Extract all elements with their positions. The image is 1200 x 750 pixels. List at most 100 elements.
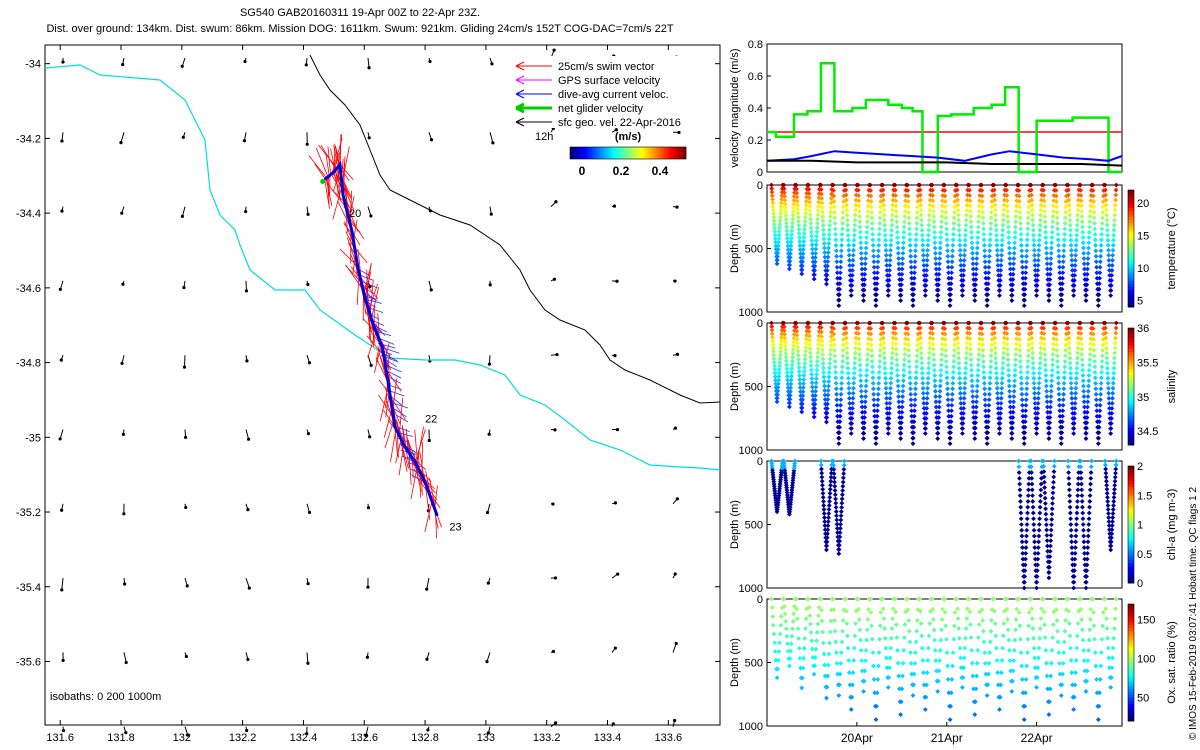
profile-point [871, 397, 877, 403]
profile-point [845, 355, 850, 361]
colorbar-tick-label: 0.4 [652, 164, 669, 178]
profile-point [811, 410, 817, 416]
profile-point [852, 350, 858, 356]
current-vector-head [307, 361, 312, 365]
profile-point [789, 370, 795, 375]
colorbar-cell [1128, 574, 1134, 578]
current-vector-head [675, 352, 680, 357]
profile-point [781, 596, 787, 602]
colorbar-cell [634, 147, 637, 159]
profile-point [828, 343, 834, 348]
profile-point [784, 633, 790, 639]
profile-point [790, 354, 796, 360]
profile-point [981, 380, 987, 386]
profile-point [798, 389, 803, 395]
profile-point [1036, 655, 1041, 661]
profile-point [913, 639, 919, 645]
colorbar-cell [1128, 201, 1134, 206]
profile-point [976, 208, 982, 214]
profile-point [945, 397, 951, 403]
current-vector-head [486, 581, 490, 585]
profile-point [980, 204, 985, 210]
colorbar-cell [1128, 377, 1134, 382]
profile-point [826, 651, 832, 657]
profile-point [799, 685, 805, 691]
profile-point [808, 229, 814, 235]
profile-point [949, 270, 954, 276]
profile-point [918, 202, 924, 208]
profile-point [933, 261, 939, 267]
profile-point [843, 197, 849, 203]
profile-point [1023, 275, 1028, 281]
profile-point [1048, 538, 1054, 544]
profile-point [1024, 663, 1030, 669]
profile-point [970, 250, 975, 256]
profile-point [1019, 677, 1025, 682]
profile-point [819, 191, 824, 197]
colorbar-cell [1128, 380, 1134, 385]
colorbar-cell [1128, 225, 1134, 229]
profile-point [801, 381, 806, 387]
profile-point [871, 391, 877, 397]
profile-point [1085, 533, 1091, 539]
swim-vector [394, 426, 398, 457]
colorbar-cell [1128, 286, 1134, 290]
colorbar-cell [1128, 348, 1134, 352]
profile-point [875, 270, 880, 276]
colorbar-cell [1128, 374, 1134, 379]
profile-point [837, 671, 843, 677]
profile-point [856, 331, 861, 336]
profile-point [832, 628, 838, 634]
profile-point [871, 677, 877, 682]
profile-point [963, 635, 968, 641]
profile-point [937, 394, 943, 399]
profile-point [851, 645, 857, 651]
profile-point [960, 416, 966, 421]
profile-point [834, 397, 840, 403]
profile-point [989, 618, 994, 623]
profile-point [848, 707, 854, 712]
profile-point [867, 596, 873, 602]
profile-point [1024, 253, 1029, 259]
track-line [323, 160, 439, 517]
profile-point [1028, 596, 1034, 602]
profile-point [836, 435, 842, 441]
profile-point [784, 370, 790, 375]
profile-point [796, 365, 802, 370]
profile-point [1069, 670, 1075, 676]
profile-point [839, 380, 845, 386]
profile-point [936, 415, 942, 420]
profile-point [834, 660, 840, 666]
profile-point [868, 337, 874, 342]
profile-point [976, 357, 981, 363]
profile-point [821, 651, 827, 657]
profile-point [920, 657, 926, 663]
profile-point [1080, 516, 1086, 522]
profile-point [973, 282, 978, 288]
profile-point [1086, 522, 1092, 527]
colorbar-tick-label: 15 [1137, 231, 1149, 243]
profile-point [852, 217, 858, 223]
profile-point [828, 482, 833, 488]
profile-point [806, 596, 811, 602]
map-x-tick-label: 133.2 [533, 732, 561, 744]
colorbar-cell [1128, 198, 1134, 203]
profile-point [936, 668, 942, 674]
profile-point [906, 204, 911, 210]
profile-point [914, 628, 920, 634]
isobaths-label: isobaths: 0 200 1000m [50, 691, 161, 703]
profile-point [800, 389, 806, 395]
profile-point [883, 247, 889, 253]
profile-point [1011, 399, 1017, 405]
colorbar-label: salinity [1166, 369, 1178, 403]
profile-point [987, 248, 993, 254]
profile-point [908, 391, 914, 397]
map-axis-ticks: 131.6 131.8 132 132.2 132.4 132.6 132.8 133 133.… [16, 45, 720, 744]
colorbar-cell [1128, 559, 1134, 564]
profile-point [1046, 575, 1052, 581]
colorbar-cell [1128, 718, 1134, 722]
legend-entry-label: dive-avg current veloc. [558, 89, 669, 101]
profile-point [874, 430, 879, 436]
profile-point [801, 235, 807, 240]
profile-point [968, 208, 973, 214]
